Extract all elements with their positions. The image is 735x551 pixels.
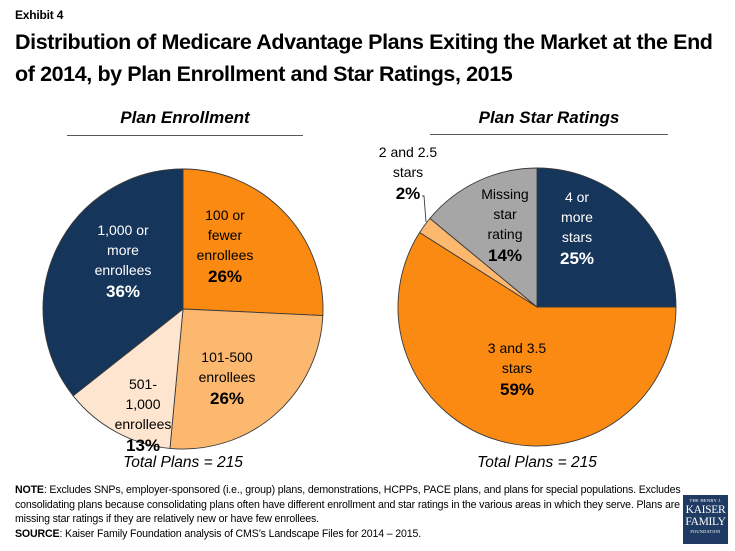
source-text: : Kaiser Family Foundation analysis of C… xyxy=(59,527,422,540)
left-total-plans: Total Plans = 215 xyxy=(123,454,243,471)
leader-line xyxy=(422,195,427,223)
slice-label-1-000-or-more-enrollees: 1,000 or more enrollees 36% xyxy=(95,222,152,301)
right-total-plans: Total Plans = 215 xyxy=(477,454,597,471)
slice-label-501-1-000-enrollees: 501- 1,000 enrollees 13% xyxy=(115,376,172,455)
slice-label-line: rating xyxy=(487,226,522,242)
slice-value-missing-star-rating: 14% xyxy=(488,246,522,265)
pie-slice-1-000-or-more-enrollees xyxy=(42,168,184,397)
footnotes: NOTE: Excludes SNPs, employer-sponsored … xyxy=(15,483,695,541)
slice-label-line: 100 or xyxy=(205,207,245,223)
slice-value-501-1-000-enrollees: 13% xyxy=(126,436,160,455)
slice-label-line: more xyxy=(107,242,139,258)
slice-label-line: fewer xyxy=(208,227,243,243)
star-ratings-pie: 4 or more stars 25% 3 and 3.5 stars 59% 2 and 2… xyxy=(379,144,677,447)
logo-line-2: KAISER xyxy=(685,504,726,516)
slice-value-2-and-2-5-stars: 2% xyxy=(396,184,421,203)
slice-label-line: stars xyxy=(502,360,532,376)
slice-label-4-or-more-stars: 4 or more stars 25% xyxy=(560,189,594,268)
left-panel-rule xyxy=(67,135,303,136)
pie-slice-101-500-enrollees xyxy=(169,308,324,450)
slice-value-3-and-3-5-stars: 59% xyxy=(500,380,534,399)
slice-label-line: enrollees xyxy=(199,369,256,385)
pie-slice-missing-star-rating xyxy=(429,167,538,308)
left-panel-title: Plan Enrollment xyxy=(120,108,250,127)
chart-title: Distribution of Medicare Advantage Plans… xyxy=(15,30,713,86)
slice-label-line: enrollees xyxy=(115,416,172,432)
slice-label-line: 4 or xyxy=(565,189,589,205)
slice-label-3-and-3-5-stars: 3 and 3.5 stars 59% xyxy=(488,340,547,399)
slice-value-4-or-more-stars: 25% xyxy=(560,249,594,268)
slice-label-line: more xyxy=(561,209,593,225)
slice-value-100-or-fewer-enrollees: 26% xyxy=(208,267,242,286)
enrollment-pie: 100 or fewer enrollees 26% 101-500 enrollees 2… xyxy=(42,168,324,455)
slice-label-line: Missing xyxy=(481,186,528,202)
slice-label-line: 3 and 3.5 xyxy=(488,340,547,356)
slice-label-line: enrollees xyxy=(95,262,152,278)
pie-slice-501-1-000-enrollees xyxy=(72,307,184,449)
logo-line-3: FAMILY xyxy=(685,516,726,528)
slice-value-101-500-enrollees: 26% xyxy=(210,389,244,408)
source-paragraph: SOURCE: Kaiser Family Foundation analysi… xyxy=(15,527,695,542)
right-panel-title: Plan Star Ratings xyxy=(478,108,620,127)
slice-label-line: 101-500 xyxy=(201,349,253,365)
logo-line-1: THE HENRY J. xyxy=(689,498,722,503)
slice-label-100-or-fewer-enrollees: 100 or fewer enrollees 26% xyxy=(197,207,254,286)
slice-label-line: 1,000 or xyxy=(97,222,149,238)
slice-label-line: 1,000 xyxy=(125,396,160,412)
source-label: SOURCE xyxy=(15,527,60,540)
note-paragraph: NOTE: Excludes SNPs, employer-sponsored … xyxy=(15,483,695,527)
slice-label-missing-star-rating: Missing star rating 14% xyxy=(481,186,528,265)
logo-line-4: FOUNDATION xyxy=(690,529,721,534)
slice-label-101-500-enrollees: 101-500 enrollees 26% xyxy=(199,349,256,408)
slice-label-2-and-2-5-stars: 2 and 2.5 stars 2% xyxy=(379,144,438,203)
slice-label-line: stars xyxy=(393,164,423,180)
exhibit-label: Exhibit 4 xyxy=(15,8,64,22)
slice-label-line: enrollees xyxy=(197,247,254,263)
slice-label-line: stars xyxy=(562,229,592,245)
slice-label-line: star xyxy=(493,206,517,222)
note-text: : Excludes SNPs, employer-sponsored (i.e… xyxy=(15,484,681,525)
kff-logo: THE HENRY J. KAISER FAMILY FOUNDATION xyxy=(683,495,728,544)
right-panel-rule xyxy=(430,134,668,135)
pie-slice-4-or-more-stars xyxy=(536,167,677,308)
slice-value-1-000-or-more-enrollees: 36% xyxy=(106,282,140,301)
pie-slice-3-and-3-5-stars xyxy=(397,231,677,447)
slice-label-line: 501- xyxy=(129,376,157,392)
pie-slice-100-or-fewer-enrollees xyxy=(182,168,324,317)
note-label: NOTE xyxy=(15,484,44,496)
slice-label-line: 2 and 2.5 xyxy=(379,144,438,160)
